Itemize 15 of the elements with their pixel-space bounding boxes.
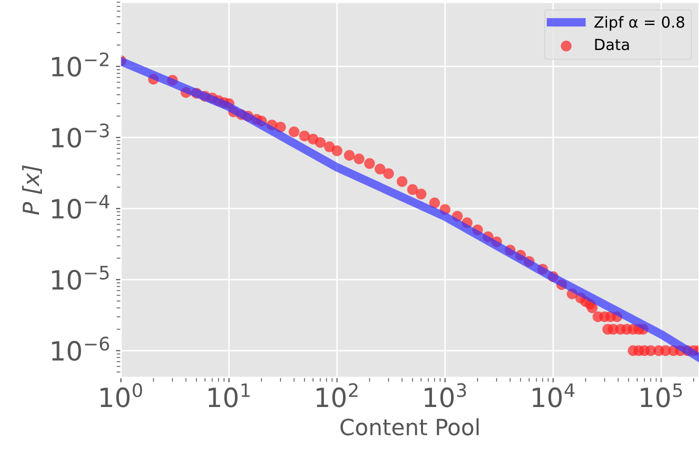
x-axis-title: Content Pool — [340, 418, 479, 436]
x-tick-label: 10$^{5}$ — [640, 383, 682, 408]
y-tick-label: 10$^{−3}$ — [52, 123, 109, 148]
legend-label: Data — [595, 38, 629, 50]
x-tick-label: 10$^{3}$ — [424, 383, 466, 408]
y-tick-label: 10$^{−5}$ — [52, 266, 109, 290]
x-tick-label: 10$^{0}$ — [100, 383, 142, 408]
y-tick-label: 10$^{−6}$ — [52, 336, 110, 361]
y-axis-title: P [x] — [22, 165, 42, 215]
y-tick-label: 10$^{−2}$ — [52, 52, 108, 77]
legend-label: Zipf α = 0.8 — [594, 16, 684, 31]
x-tick-label: 10$^{4}$ — [532, 383, 574, 408]
x-tick-label: 10$^{1}$ — [208, 383, 250, 408]
x-tick-label: 10$^{2}$ — [316, 383, 358, 408]
y-tick-label: 10$^{−4}$ — [52, 194, 110, 219]
